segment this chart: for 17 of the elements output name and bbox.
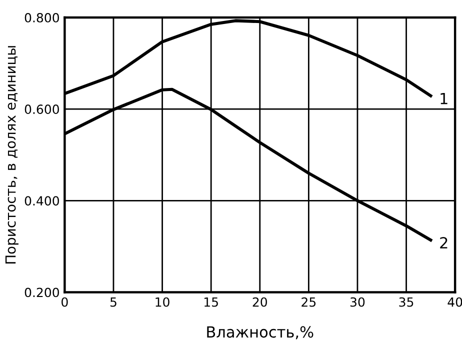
x-tick-label: 35 bbox=[399, 297, 414, 307]
annotation: 1 bbox=[440, 93, 448, 104]
x-tick-label: 15 bbox=[204, 297, 218, 307]
x-axis-title: Влажность,% bbox=[207, 326, 314, 340]
x-tick-label: 40 bbox=[448, 297, 462, 307]
y-axis-title: Пористость, в долях единицы bbox=[5, 46, 18, 264]
x-tick-label: 20 bbox=[252, 297, 267, 307]
x-tick-label: 0 bbox=[62, 297, 68, 307]
x-tick-label: 25 bbox=[302, 297, 316, 307]
annotation: 2 bbox=[440, 237, 448, 248]
y-tick-label: 0.200 bbox=[24, 288, 59, 298]
y-tick-label: 0.400 bbox=[24, 196, 59, 206]
y-tick-label: 0.800 bbox=[24, 12, 59, 22]
x-tick-label: 5 bbox=[110, 297, 116, 307]
y-tick-label: 0.600 bbox=[24, 104, 59, 114]
x-tick-label: 10 bbox=[156, 297, 170, 307]
x-tick-label: 30 bbox=[350, 297, 365, 307]
